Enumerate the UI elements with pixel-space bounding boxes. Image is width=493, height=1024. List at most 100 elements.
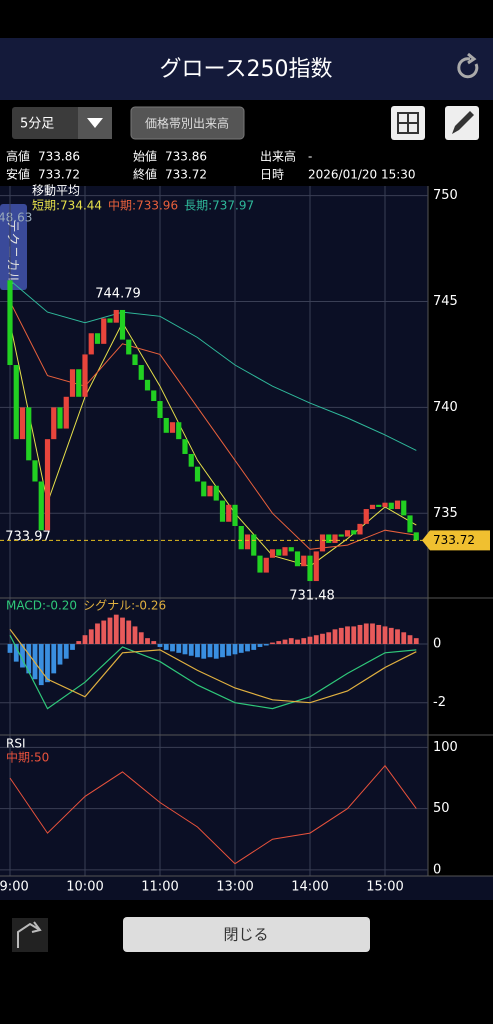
macd-bar: [301, 638, 307, 645]
y-tick-label: 0: [433, 862, 441, 877]
macd-bar: [313, 635, 319, 645]
indicator-line: [9, 764, 417, 865]
macd-bar: [151, 641, 157, 645]
info-value: 733.72: [38, 168, 80, 182]
macd-bar: [257, 644, 263, 647]
indicator-line: [9, 634, 417, 710]
macd-bar: [295, 639, 300, 645]
panel-title: RSI: [6, 737, 26, 751]
y-tick-label: 745: [433, 294, 458, 309]
candle: [388, 502, 394, 510]
macd-bar: [107, 617, 113, 645]
x-tick-label: 11:00: [141, 880, 178, 895]
legend-entry: シグナル:-0.26: [83, 599, 166, 613]
candle: [176, 422, 182, 440]
candle: [38, 481, 44, 531]
macd-bar: [88, 629, 94, 645]
macd-bar: [276, 641, 282, 645]
side-tab-label: テクニカル: [5, 219, 20, 284]
macd-bar: [263, 644, 269, 646]
macd-bar: [95, 623, 100, 645]
macd-bar: [138, 632, 144, 645]
last-price-label: 733.72: [433, 533, 475, 547]
info-value: 733.86: [165, 150, 207, 164]
candle: [194, 466, 201, 482]
macd-bar: [7, 644, 13, 653]
close-button[interactable]: [123, 917, 370, 952]
macd-bar: [232, 644, 238, 655]
back-icon: [17, 921, 42, 948]
candle: [294, 551, 301, 567]
legend-entry: MACD:-0.20: [6, 599, 77, 613]
candle: [169, 422, 176, 433]
macd-bar: [245, 644, 250, 652]
macd-bar: [51, 644, 57, 674]
price-annotation: 744.79: [95, 286, 141, 301]
macd-bar: [57, 644, 63, 665]
candle: [119, 309, 126, 340]
price-annotation: 733.97: [5, 530, 51, 545]
candle: [82, 354, 88, 397]
candle: [188, 453, 194, 467]
x-tick-label: 14:00: [291, 880, 328, 895]
candle: [69, 369, 76, 397]
candle: [144, 379, 151, 391]
legend-entry: 中期:733.96: [108, 198, 178, 213]
macd-bar: [407, 635, 413, 645]
candle: [213, 485, 219, 501]
candle: [94, 333, 101, 344]
macd-bar: [63, 644, 69, 659]
candle: [376, 504, 382, 507]
macd-bar: [188, 644, 194, 656]
candle: [7, 280, 13, 366]
macd-bar: [176, 644, 182, 653]
legend-entry: 長期:737.97: [184, 199, 254, 213]
macd-bar: [132, 626, 138, 645]
macd-bar: [238, 644, 244, 653]
price-annotation: 731.48: [289, 588, 335, 603]
candle: [238, 525, 244, 550]
candle: [32, 460, 38, 482]
y-tick-label: 100: [433, 740, 458, 755]
macd-bar: [157, 644, 163, 647]
pencil-icon: [452, 111, 474, 134]
macd-bar: [195, 644, 200, 658]
volume-button[interactable]: [130, 106, 245, 140]
candle: [13, 365, 19, 440]
info-label: 高値: [6, 149, 30, 164]
candle: [326, 534, 332, 543]
x-tick-label: 15:00: [366, 880, 403, 895]
macd-bar: [345, 626, 350, 645]
info-label: 日時: [260, 168, 284, 182]
macd-bar: [26, 644, 32, 674]
macd-bar: [370, 623, 375, 645]
y-tick-label: 50: [433, 801, 450, 816]
candle: [244, 534, 251, 550]
header-bar: [0, 38, 493, 100]
candle: [319, 534, 326, 552]
candle: [332, 534, 338, 543]
candle: [163, 417, 169, 433]
macd-bar: [332, 629, 338, 645]
y-tick-label: 750: [433, 188, 458, 203]
macd-bar: [270, 642, 275, 645]
y-tick-label: 735: [433, 506, 458, 521]
candle: [351, 530, 357, 535]
close-button-label: 閉じる: [223, 926, 268, 944]
candle: [288, 547, 294, 552]
candle: [269, 549, 276, 558]
candle: [276, 549, 282, 556]
side-tab[interactable]: [0, 204, 27, 290]
candle: [301, 555, 307, 567]
macd-bar: [163, 644, 169, 650]
macd-bar: [363, 623, 369, 645]
macd-bar: [338, 627, 344, 645]
candle: [382, 502, 388, 507]
macd-bar: [13, 644, 19, 662]
x-tick-label: 13:00: [216, 880, 253, 895]
refresh-icon[interactable]: [457, 52, 479, 79]
candle: [44, 439, 51, 531]
candle: [357, 523, 363, 535]
y-tick-label: -2: [433, 695, 446, 710]
